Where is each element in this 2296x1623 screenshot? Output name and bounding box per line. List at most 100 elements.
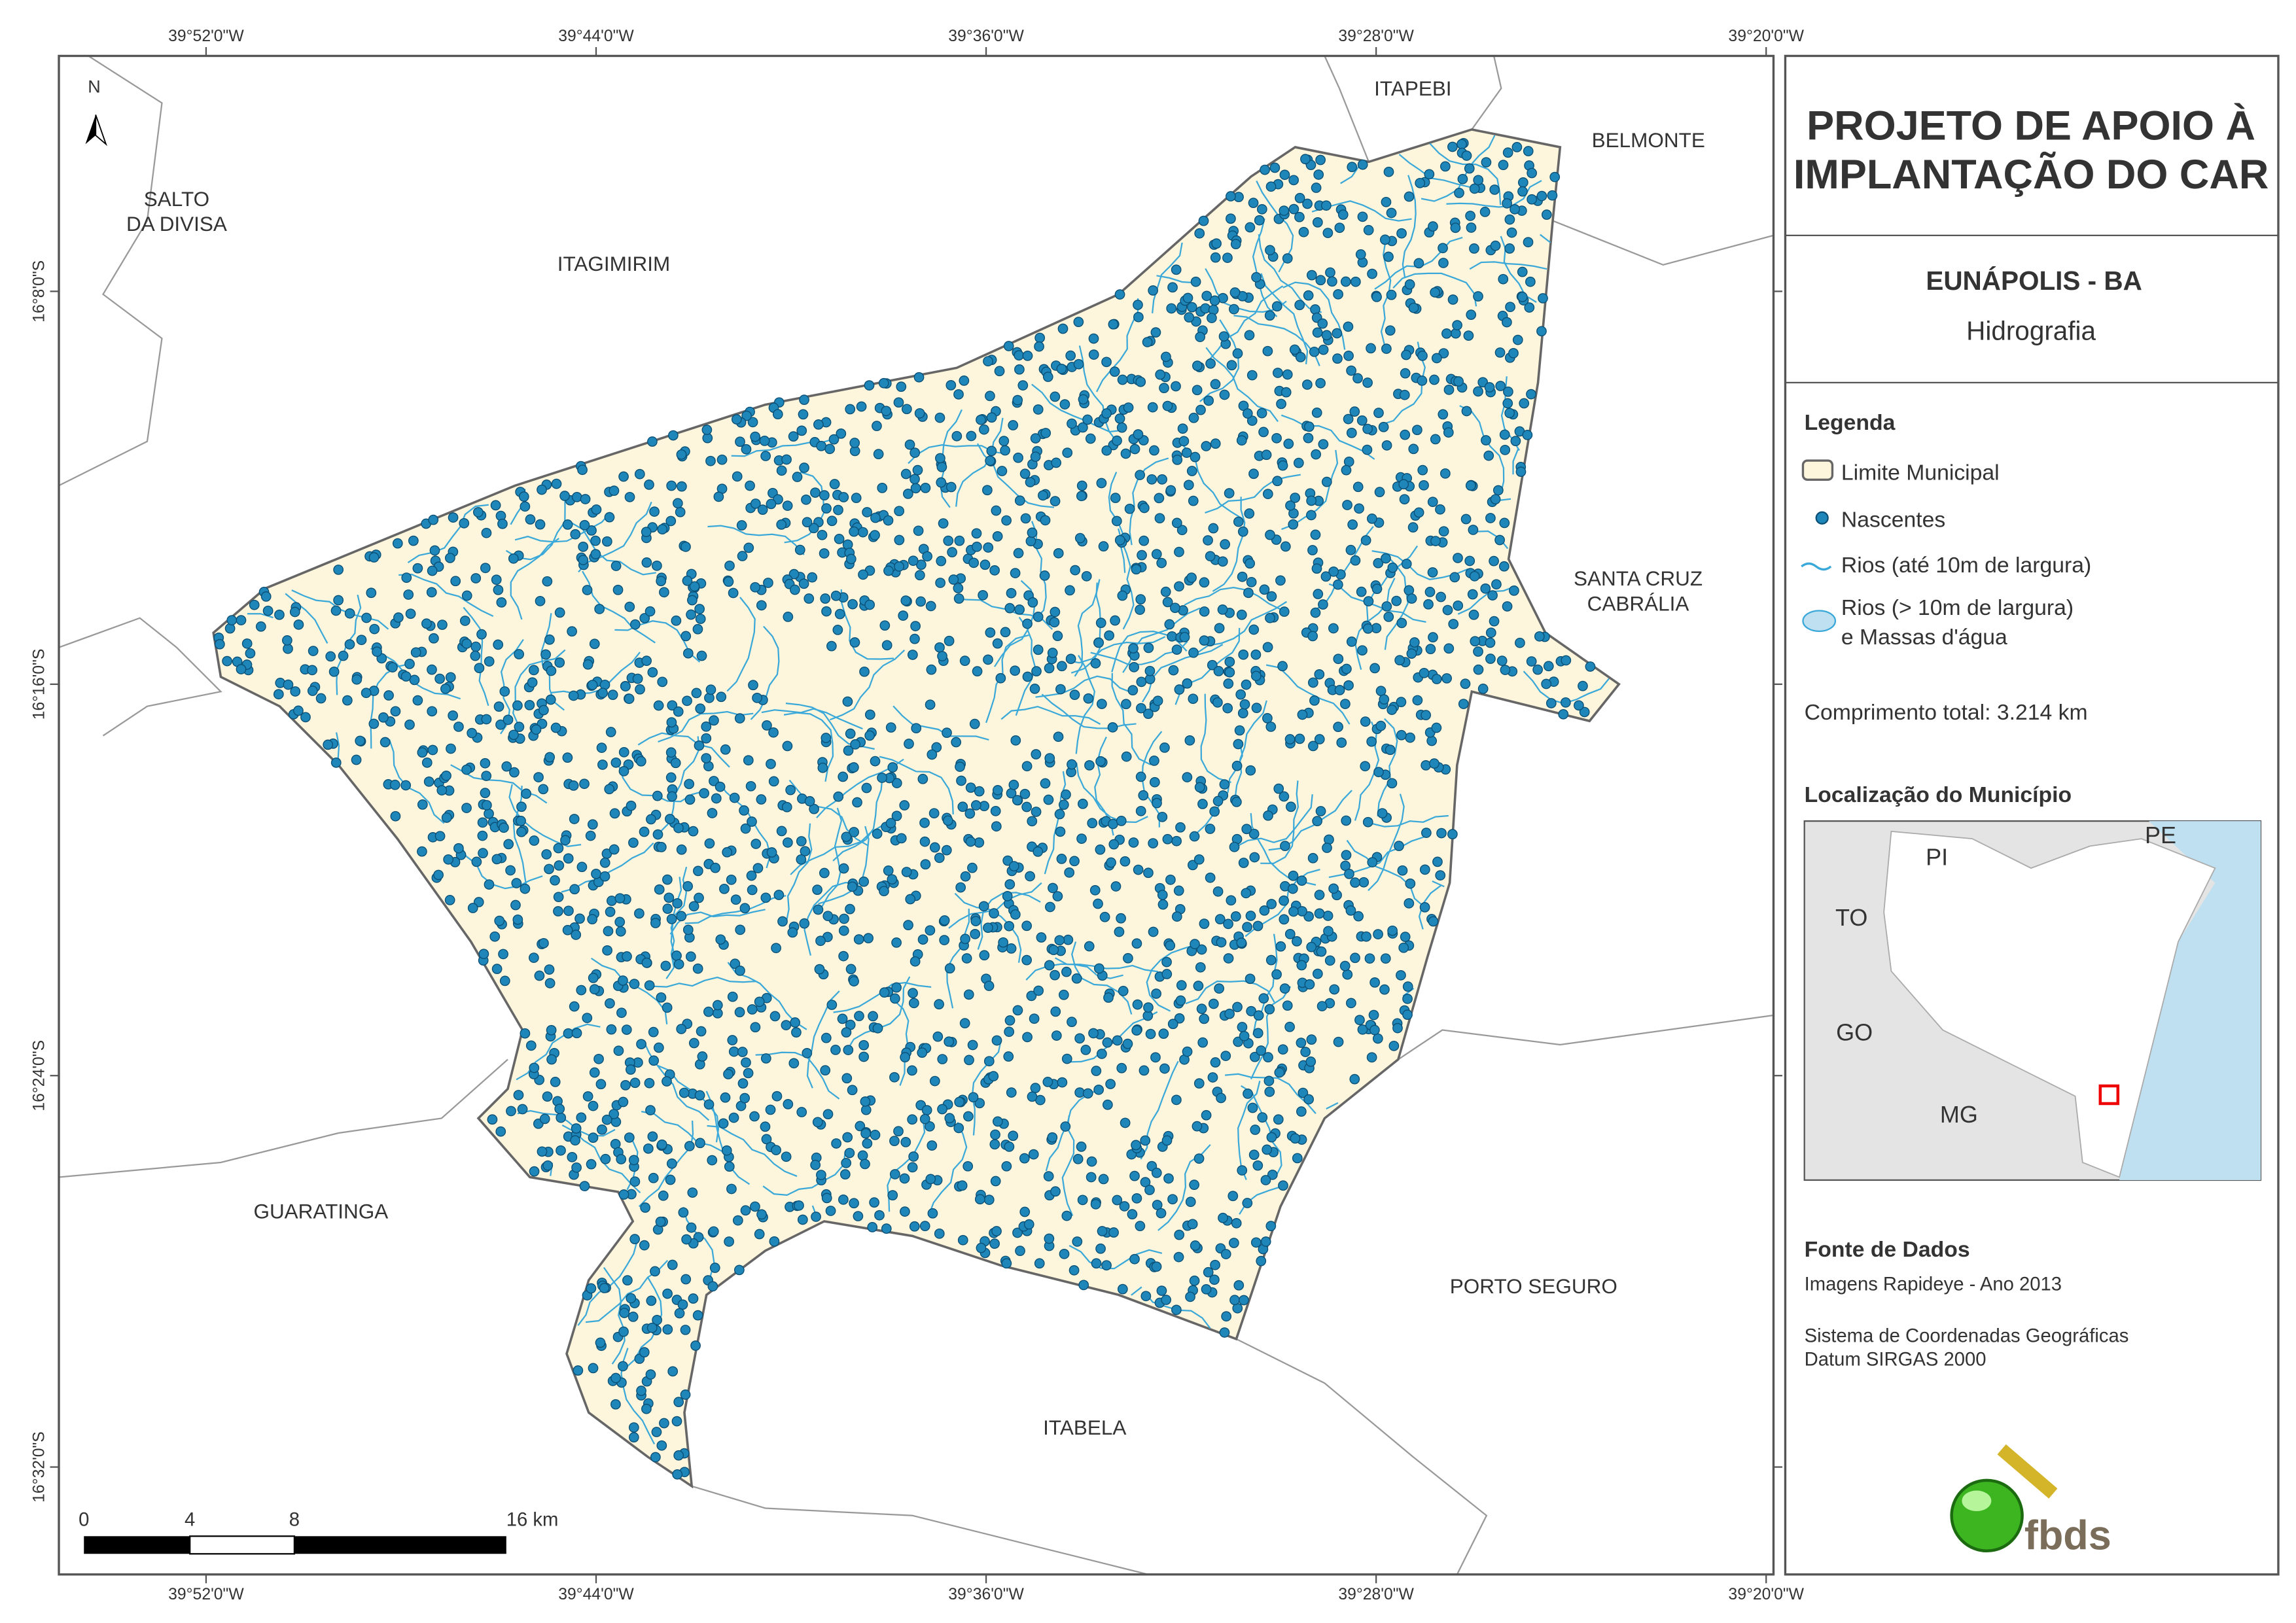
spring xyxy=(754,996,765,1007)
spring xyxy=(1536,326,1547,337)
spring xyxy=(1467,589,1478,600)
spring xyxy=(446,743,456,754)
spring xyxy=(834,534,845,544)
spring xyxy=(734,1007,745,1018)
spring xyxy=(241,638,253,649)
spring xyxy=(1210,1057,1221,1068)
spring xyxy=(1216,937,1227,948)
spring xyxy=(1406,648,1417,659)
spring xyxy=(939,935,950,945)
spring xyxy=(830,1045,841,1055)
spring xyxy=(857,527,868,538)
spring xyxy=(1401,349,1411,360)
spring xyxy=(750,1022,761,1033)
spring xyxy=(1129,661,1140,672)
spring xyxy=(1156,1285,1167,1296)
spring xyxy=(907,1065,917,1076)
spring xyxy=(1189,831,1200,842)
river xyxy=(1111,672,1152,765)
spring xyxy=(1188,412,1199,423)
spring xyxy=(569,814,580,824)
spring xyxy=(942,815,953,826)
spring xyxy=(1245,558,1256,569)
spring xyxy=(1328,566,1339,577)
spring xyxy=(1345,905,1356,916)
spring xyxy=(1219,1327,1230,1338)
spring xyxy=(680,1325,691,1335)
spring xyxy=(600,1153,611,1164)
river xyxy=(1069,1245,1163,1270)
spring xyxy=(453,722,464,732)
spring xyxy=(1266,899,1277,909)
spring xyxy=(750,1201,760,1212)
spring xyxy=(1193,1078,1205,1089)
spring xyxy=(489,931,501,942)
spring xyxy=(927,1140,938,1151)
spring xyxy=(461,764,472,775)
spring xyxy=(546,1054,557,1065)
spring xyxy=(707,808,718,818)
spring xyxy=(1061,966,1072,977)
spring xyxy=(956,775,966,786)
spring xyxy=(802,1047,813,1058)
spring xyxy=(1228,1238,1239,1248)
river xyxy=(1141,644,1224,703)
spring xyxy=(1409,637,1420,648)
spring xyxy=(1504,408,1515,419)
spring xyxy=(459,616,470,626)
spring xyxy=(667,1366,679,1377)
spring xyxy=(426,587,437,598)
spring xyxy=(528,665,539,676)
spring xyxy=(1014,364,1025,375)
spring xyxy=(1022,1032,1033,1043)
spring xyxy=(821,1032,832,1043)
spring xyxy=(718,1118,729,1129)
spring xyxy=(1190,939,1200,950)
spring xyxy=(1547,190,1558,201)
spring xyxy=(1188,647,1199,658)
spring xyxy=(979,950,990,961)
boundary xyxy=(58,1058,508,1178)
spring xyxy=(293,619,304,630)
spring xyxy=(1149,445,1159,456)
river xyxy=(1384,555,1409,650)
spring xyxy=(641,655,652,667)
spring xyxy=(1163,1173,1174,1184)
spring xyxy=(1245,765,1256,776)
spring xyxy=(986,412,997,423)
spring xyxy=(874,1210,885,1221)
logo-bar xyxy=(1997,1444,2058,1499)
river xyxy=(879,756,954,815)
spring xyxy=(662,1002,673,1013)
scale-bar xyxy=(189,1535,296,1555)
spring xyxy=(503,714,514,725)
spring xyxy=(470,641,482,652)
spring xyxy=(1413,258,1424,269)
spring xyxy=(433,869,444,881)
spring xyxy=(493,584,504,595)
spring xyxy=(554,607,565,618)
spring xyxy=(847,881,858,892)
spring xyxy=(1081,570,1092,582)
spring xyxy=(444,553,455,563)
spring xyxy=(811,1212,821,1222)
spring xyxy=(537,484,547,495)
boundary xyxy=(58,617,222,737)
spring xyxy=(925,1174,936,1185)
river xyxy=(1252,218,1278,317)
source-line: Datum SIRGAS 2000 xyxy=(1805,1349,1987,1370)
spring xyxy=(556,1145,566,1156)
spring xyxy=(1056,364,1067,374)
spring xyxy=(1273,783,1284,794)
spring xyxy=(517,1104,528,1115)
spring xyxy=(660,960,671,971)
spring xyxy=(1394,655,1405,666)
river xyxy=(1212,497,1246,592)
spring xyxy=(618,1326,629,1337)
spring xyxy=(1044,960,1055,971)
spring xyxy=(640,1202,651,1213)
spring xyxy=(1246,415,1258,426)
spring xyxy=(870,1130,881,1140)
spring xyxy=(1273,368,1283,378)
spring xyxy=(662,874,673,885)
